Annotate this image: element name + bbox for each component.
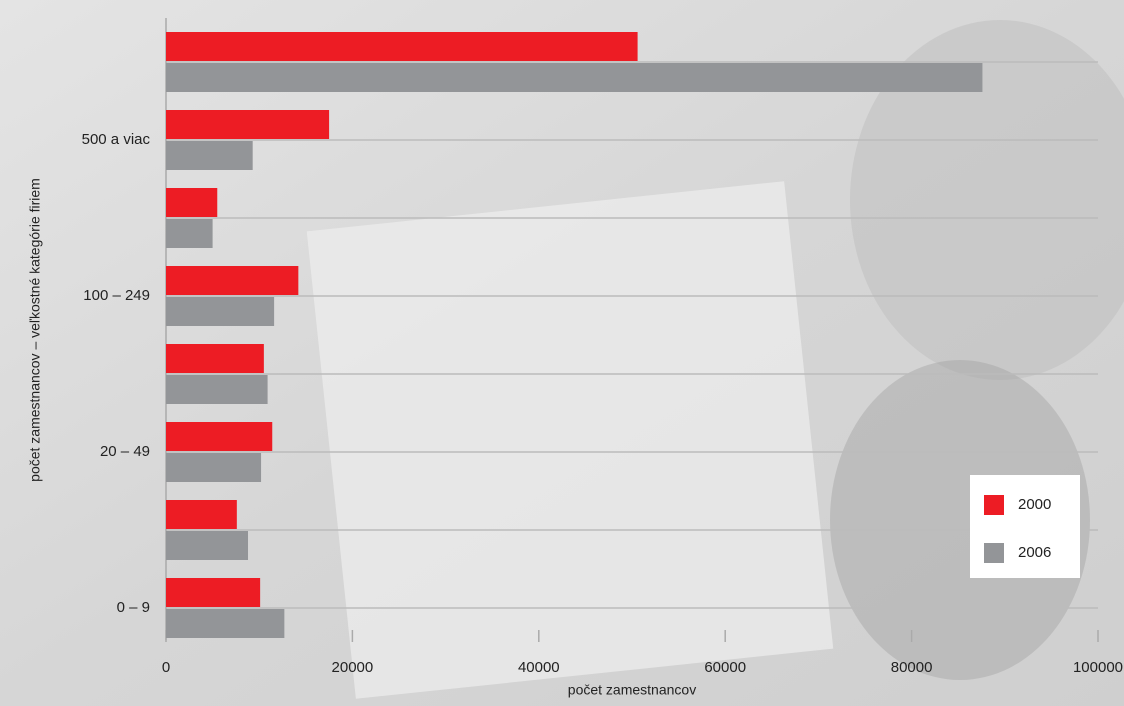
bar	[166, 110, 330, 139]
x-tick-label: 0	[162, 659, 170, 676]
legend-swatch	[984, 495, 1004, 515]
bar	[166, 141, 253, 170]
bar	[166, 500, 237, 529]
x-axis-label: počet zamestnancov	[568, 682, 696, 698]
bar	[166, 219, 213, 248]
bar	[166, 297, 275, 326]
legend-swatch	[984, 543, 1004, 563]
legend-label: 2006	[1018, 544, 1051, 561]
bar	[166, 375, 268, 404]
background-figure	[830, 360, 1090, 680]
bar	[166, 344, 264, 373]
bar	[166, 609, 285, 638]
bar	[166, 422, 273, 451]
bar	[166, 453, 262, 482]
x-tick-label: 100000	[1073, 659, 1123, 676]
bar	[166, 32, 638, 61]
y-tick-label: 0 – 9	[117, 599, 150, 616]
y-tick-label: 20 – 49	[100, 443, 150, 460]
bar	[166, 188, 218, 217]
x-tick-label: 80000	[891, 659, 933, 676]
bar	[166, 531, 249, 560]
x-tick-label: 20000	[332, 659, 374, 676]
bar	[166, 578, 261, 607]
legend-label: 2000	[1018, 496, 1051, 513]
bar	[166, 266, 299, 295]
y-axis-label: počet zamestnancov – veľkostné kategórie…	[27, 178, 43, 482]
background-figure	[850, 20, 1124, 380]
bar	[166, 63, 983, 92]
x-tick-label: 40000	[518, 659, 560, 676]
x-tick-label: 60000	[704, 659, 746, 676]
y-tick-label: 100 – 249	[83, 287, 150, 304]
background-monitor	[306, 181, 834, 699]
y-tick-label: 500 a viac	[82, 131, 151, 148]
